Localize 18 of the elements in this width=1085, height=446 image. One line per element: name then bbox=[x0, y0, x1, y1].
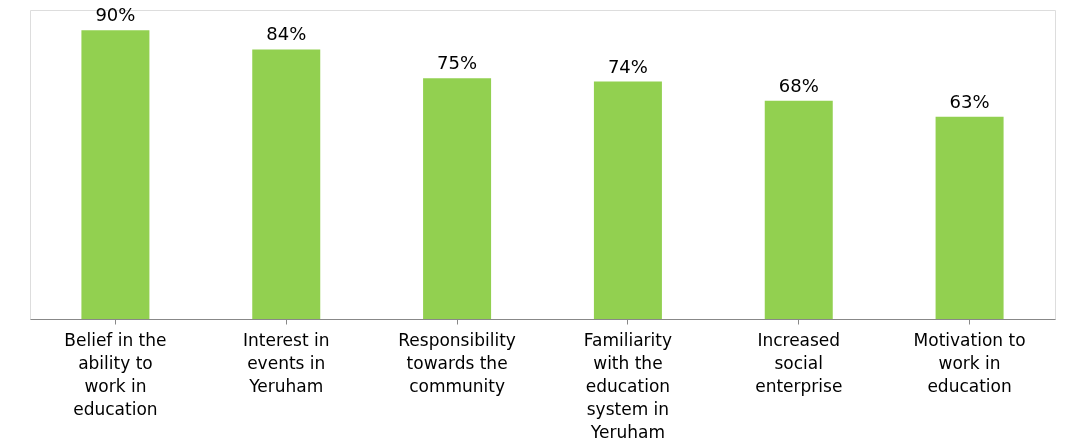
data-label: 90% bbox=[95, 4, 136, 26]
data-label: 84% bbox=[266, 23, 307, 45]
bar bbox=[935, 116, 1004, 319]
bar bbox=[593, 81, 662, 319]
bar bbox=[81, 30, 150, 319]
data-label: 63% bbox=[949, 90, 990, 112]
x-tick-label: Increased social enterprise bbox=[755, 329, 843, 396]
bar bbox=[764, 100, 833, 319]
x-tick-label: Responsibility towards the community bbox=[398, 329, 516, 396]
bar bbox=[423, 78, 492, 319]
bar bbox=[252, 49, 321, 319]
data-label: 68% bbox=[778, 74, 819, 96]
x-tick-label: Familiarity with the education system in Yeruham bbox=[583, 329, 673, 442]
data-label: 75% bbox=[437, 52, 478, 74]
data-label: 74% bbox=[607, 55, 648, 77]
x-tick-label: Motivation to work in education bbox=[913, 329, 1026, 396]
x-tick-label: Belief in the ability to work in education bbox=[64, 329, 167, 419]
x-tick-label: Interest in events in Yeruham bbox=[243, 329, 330, 396]
